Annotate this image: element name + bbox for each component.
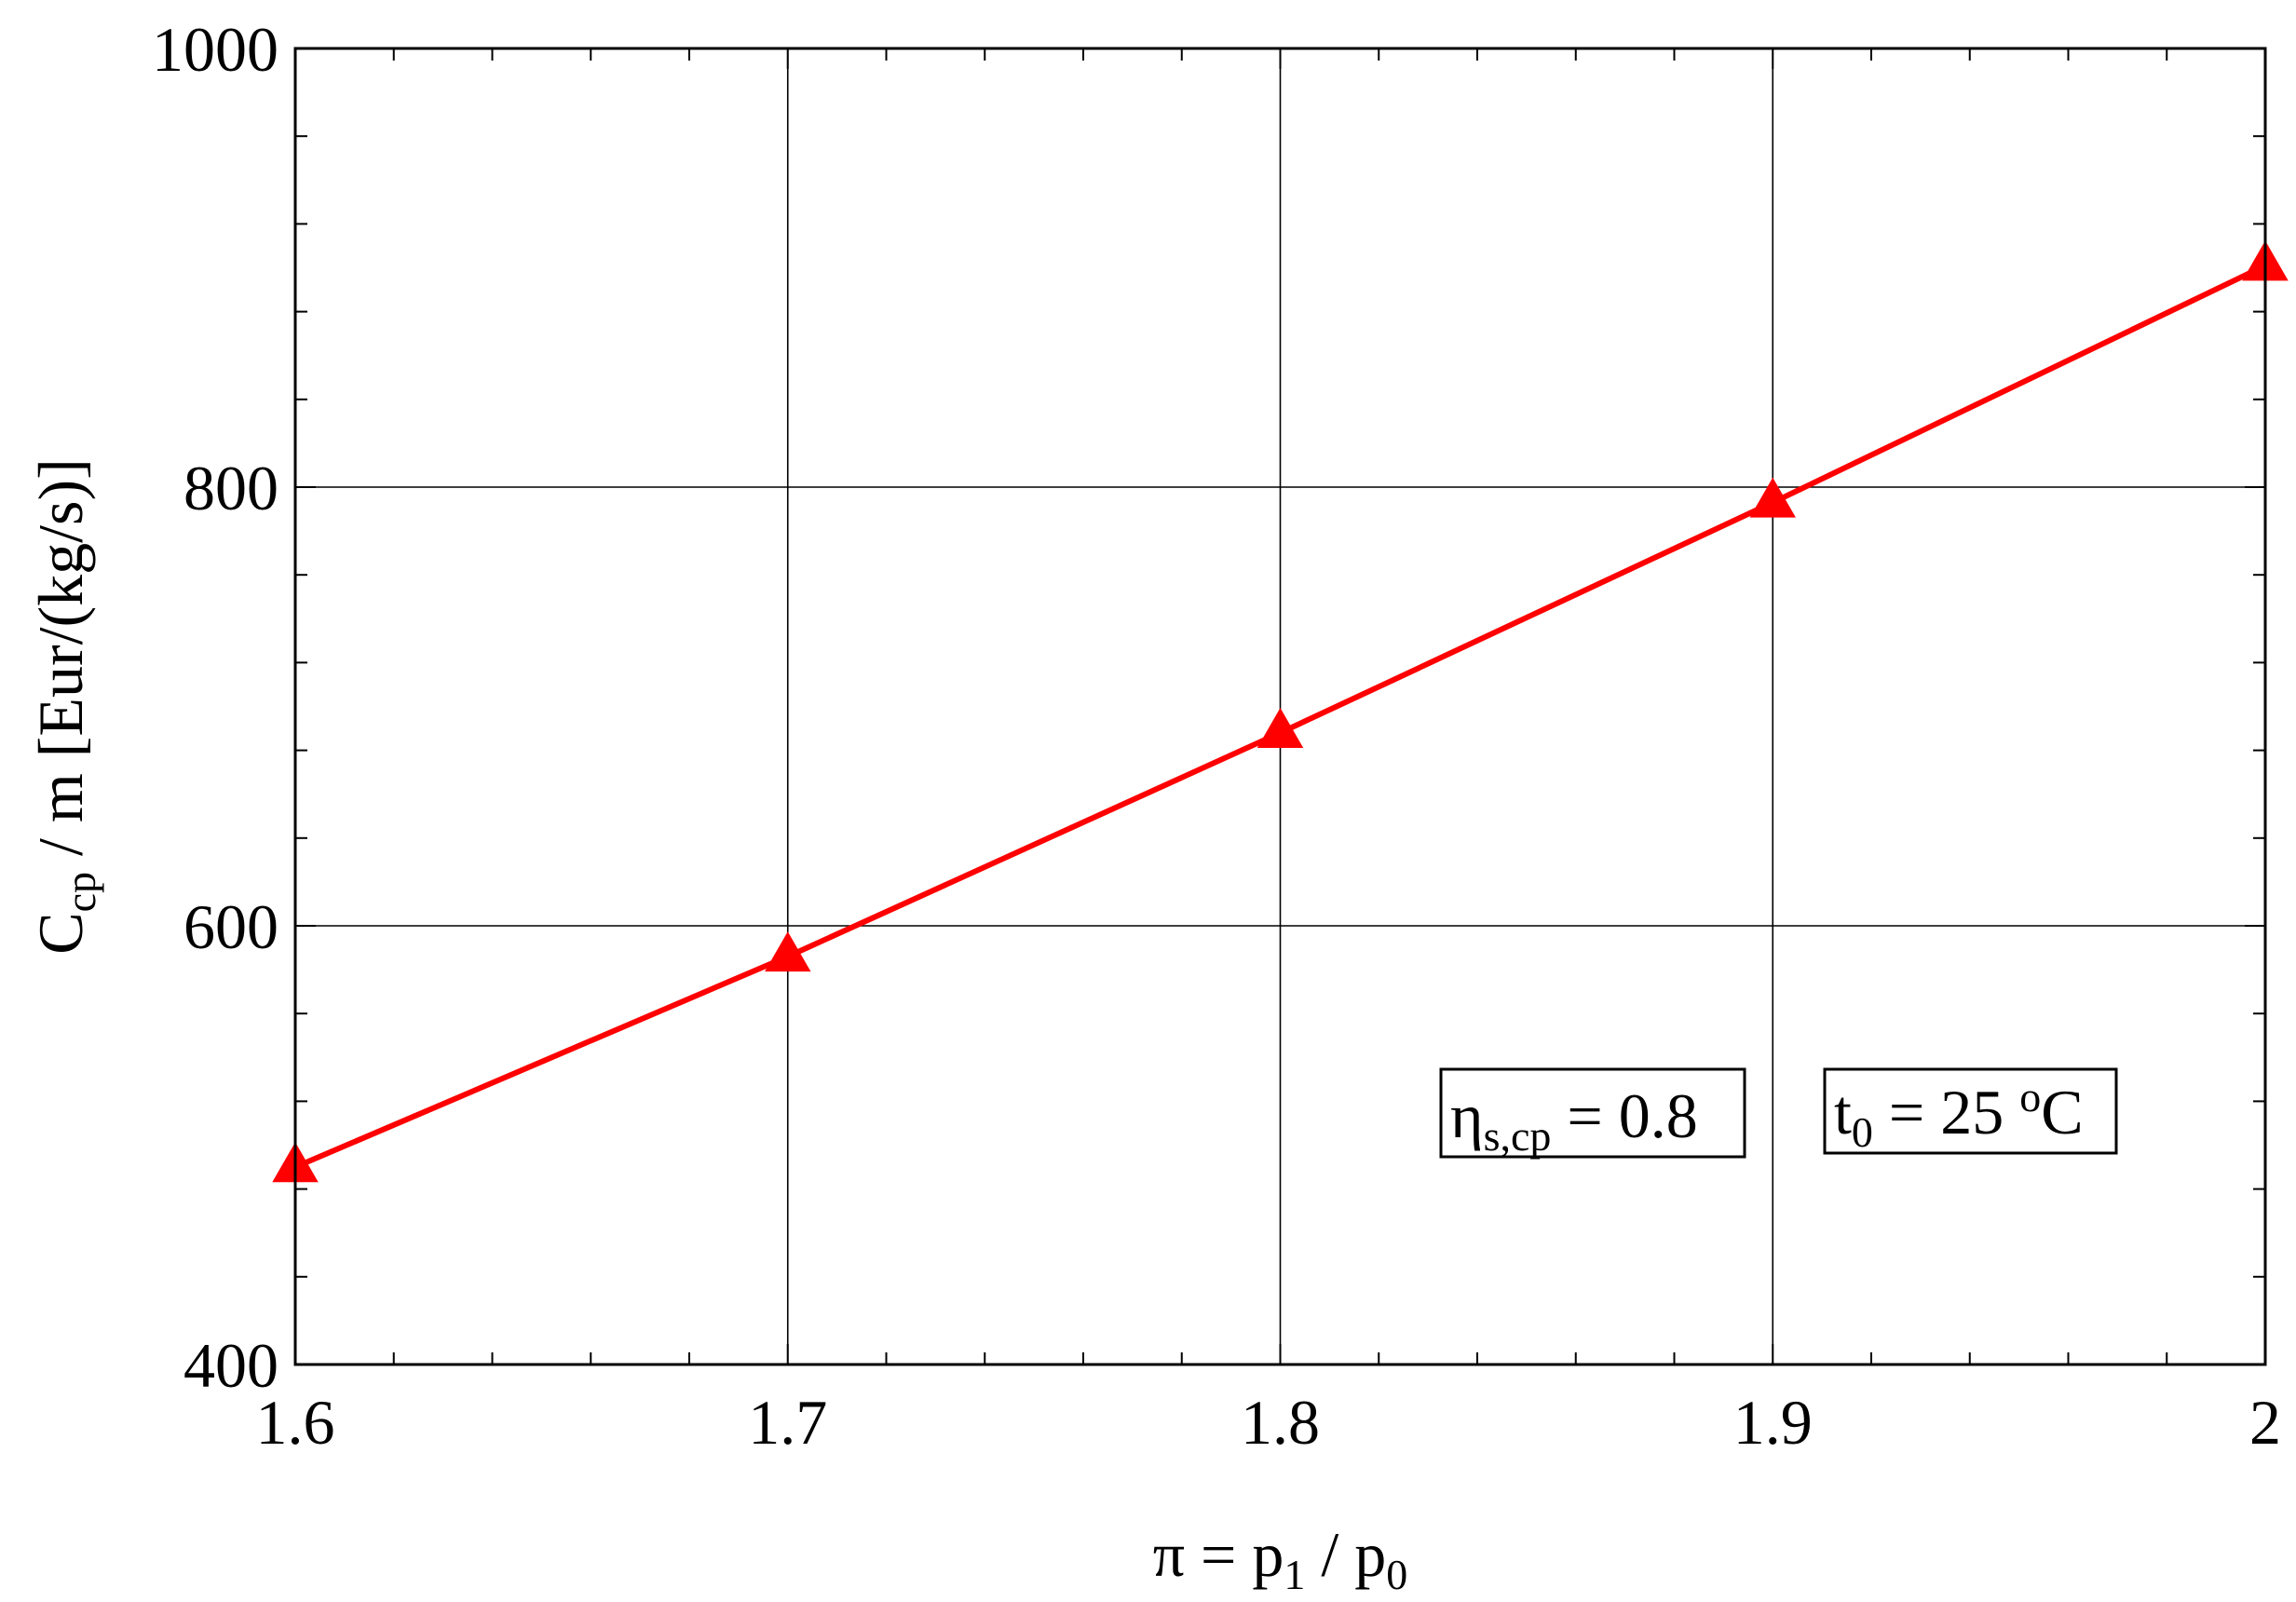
y-axis-label-sub: cp [57,872,104,912]
annotation-eta-value: = 0.8 [1551,1080,1697,1151]
annotation-efficiency-box [1439,1067,1746,1159]
y-tick-label: 800 [183,453,279,523]
x-axis-label-eq: = p [1185,1519,1284,1590]
annotation-temperature-text: t0 = 25 oC [1834,1073,2084,1156]
series-point-marker [1749,477,1796,518]
x-axis-label-sub0: 0 [1386,1551,1407,1598]
series-point-marker [1257,707,1304,748]
y-axis-label-rest: / m [Eur/(kg/s)] [25,458,96,872]
x-tick-label: 1.8 [1241,1387,1320,1458]
x-tick-label: 1.9 [1733,1387,1813,1458]
x-tick-label: 2 [2249,1387,2281,1458]
x-tick-label: 1.6 [256,1387,335,1458]
annotation-temperature-box [1823,1067,2118,1155]
x-axis-label-sub1: 1 [1284,1551,1305,1598]
grid-lines [295,48,2265,1364]
annotation-eta-symbol: η [1450,1080,1484,1151]
annotation-eta-sub: s,cp [1484,1112,1552,1160]
annotation-temp-sub: 0 [1852,1108,1873,1156]
x-tick-label: 1.7 [748,1387,827,1458]
y-tick-label: 1000 [152,14,279,85]
series-point-marker [765,931,811,972]
tick-labels: 1.6 1.7 1.8 1.9 2 400 600 800 1000 [152,14,2281,1458]
annotation-temp-t: t [1834,1077,1852,1147]
plot-frame [293,47,2267,1366]
y-tick-label: 400 [183,1330,279,1401]
y-axis-label: Ccp / m [Eur/(kg/s)] [25,458,104,955]
annotation-efficiency: ηs,cp = 0.8 [1439,1067,1746,1160]
x-axis-label-slash: / p [1305,1519,1386,1590]
annotation-temperature: t0 = 25 oC [1823,1067,2118,1156]
y-tick-label: 600 [183,891,279,962]
annotation-temp-unit: C [2041,1077,2083,1147]
x-axis-label: π = p1 / p0 [1153,1519,1408,1598]
x-axis-label-pi: π [1153,1519,1185,1590]
annotation-temp-sup: o [2019,1073,2041,1120]
annotation-efficiency-text: ηs,cp = 0.8 [1450,1080,1698,1160]
annotation-temp-value: = 25 [1873,1077,2019,1147]
y-axis-label-c: C [25,912,96,954]
